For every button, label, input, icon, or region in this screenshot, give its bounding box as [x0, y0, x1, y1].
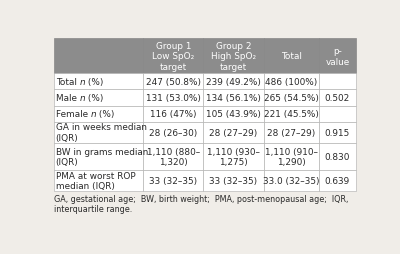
Text: 1,110 (930–
1,275): 1,110 (930– 1,275): [207, 147, 260, 166]
Text: (%): (%): [85, 94, 104, 103]
Text: 28 (27–29): 28 (27–29): [267, 128, 315, 137]
Bar: [264, 74, 319, 90]
Text: 105 (43.9%): 105 (43.9%): [206, 110, 261, 119]
Bar: [54, 143, 143, 170]
Text: 1,110 (910–
1,290): 1,110 (910– 1,290): [265, 147, 318, 166]
Text: (%): (%): [85, 78, 103, 87]
Bar: [264, 106, 319, 122]
Bar: [143, 143, 204, 170]
Text: Male: Male: [56, 94, 80, 103]
Text: (%): (%): [96, 110, 114, 119]
Text: GA in weeks median
(IQR): GA in weeks median (IQR): [56, 123, 146, 142]
Bar: [143, 90, 204, 106]
Text: 33 (32–35): 33 (32–35): [149, 177, 197, 185]
Bar: [319, 143, 356, 170]
Text: n: n: [79, 78, 85, 87]
Bar: [204, 143, 264, 170]
Text: GA, gestational age;  BW, birth weight;  PMA, post-menopausal age;  IQR,
interqu: GA, gestational age; BW, birth weight; P…: [54, 194, 348, 213]
Bar: [319, 39, 356, 74]
Bar: [143, 122, 204, 143]
Bar: [143, 74, 204, 90]
Bar: [54, 122, 143, 143]
Text: 28 (27–29): 28 (27–29): [210, 128, 258, 137]
Bar: [264, 90, 319, 106]
Text: n: n: [80, 94, 85, 103]
Bar: [143, 39, 204, 74]
Text: 0.502: 0.502: [325, 94, 350, 103]
Bar: [319, 170, 356, 192]
Bar: [204, 74, 264, 90]
Bar: [143, 170, 204, 192]
Text: 0.915: 0.915: [325, 128, 350, 137]
Text: 116 (47%): 116 (47%): [150, 110, 196, 119]
Text: 0.830: 0.830: [325, 152, 350, 161]
Text: 0.639: 0.639: [325, 177, 350, 185]
Bar: [264, 170, 319, 192]
Bar: [54, 170, 143, 192]
Bar: [319, 106, 356, 122]
Text: 33 (32–35): 33 (32–35): [210, 177, 258, 185]
Text: 486 (100%): 486 (100%): [265, 78, 317, 87]
Text: Group 1
Low SpO₂
target: Group 1 Low SpO₂ target: [152, 42, 194, 72]
Bar: [204, 106, 264, 122]
Text: 265 (54.5%): 265 (54.5%): [264, 94, 318, 103]
Text: PMA at worst ROP
median (IQR): PMA at worst ROP median (IQR): [56, 171, 135, 191]
Bar: [264, 122, 319, 143]
Text: Female: Female: [56, 110, 90, 119]
Bar: [264, 39, 319, 74]
Bar: [264, 143, 319, 170]
Bar: [54, 74, 143, 90]
Text: 131 (53.0%): 131 (53.0%): [146, 94, 201, 103]
Bar: [204, 170, 264, 192]
Bar: [54, 106, 143, 122]
Bar: [54, 39, 143, 74]
Bar: [319, 90, 356, 106]
Bar: [319, 122, 356, 143]
Text: Total: Total: [281, 52, 302, 61]
Text: 247 (50.8%): 247 (50.8%): [146, 78, 201, 87]
Bar: [204, 122, 264, 143]
Text: n: n: [90, 110, 96, 119]
Text: Total: Total: [56, 78, 79, 87]
Bar: [54, 90, 143, 106]
Bar: [204, 39, 264, 74]
Text: 1,110 (880–
1,320): 1,110 (880– 1,320): [147, 147, 200, 166]
Text: 239 (49.2%): 239 (49.2%): [206, 78, 261, 87]
Text: 28 (26–30): 28 (26–30): [149, 128, 198, 137]
Text: Group 2
High SpO₂
target: Group 2 High SpO₂ target: [211, 42, 256, 72]
Bar: [143, 106, 204, 122]
Text: p-
value: p- value: [325, 47, 350, 66]
Text: 221 (45.5%): 221 (45.5%): [264, 110, 318, 119]
Text: 33.0 (32–35): 33.0 (32–35): [263, 177, 320, 185]
Bar: [319, 74, 356, 90]
Bar: [204, 90, 264, 106]
Text: BW in grams median
(IQR): BW in grams median (IQR): [56, 147, 148, 166]
Text: 134 (56.1%): 134 (56.1%): [206, 94, 261, 103]
